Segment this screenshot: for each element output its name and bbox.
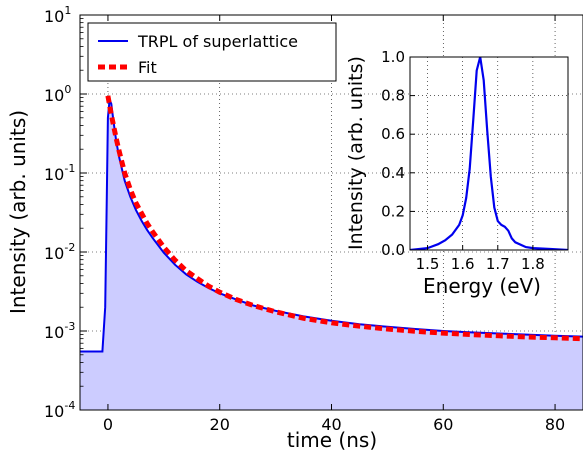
fit-series-line xyxy=(105,95,583,342)
legend-box xyxy=(87,22,337,82)
inset-x-tick-label: 1.7 xyxy=(486,255,510,273)
main-x-axis-label: time (ns) xyxy=(287,428,377,452)
legend-fit-label: Fit xyxy=(138,58,157,77)
inset-x-axis: 1.5 1.6 1.7 1.8 xyxy=(416,245,545,273)
legend: TRPL of superlattice Fit xyxy=(87,22,337,82)
main-x-tick-label: 20 xyxy=(210,415,230,434)
inset-x-tick-label: 1.8 xyxy=(521,255,545,273)
main-y-tick-label: 10-4 xyxy=(44,399,75,421)
main-x-tick-label: 0 xyxy=(103,415,113,434)
main-x-tick-label: 80 xyxy=(545,415,565,434)
trpl-series-line xyxy=(80,99,583,353)
legend-trpl-label: TRPL of superlattice xyxy=(137,32,298,51)
inset-plot: 1.5 1.6 1.7 1.8 0.0 0.2 0.4 0.6 0.8 1.0 Energy (… xyxy=(345,48,569,298)
inset-y-axis: 0.0 0.2 0.4 0.6 0.8 1.0 xyxy=(381,48,415,259)
main-y-axis-label: Intensity (arb. units) xyxy=(6,110,30,314)
inset-spectrum-line xyxy=(410,57,568,250)
inset-x-axis-label: Energy (eV) xyxy=(423,274,541,298)
main-x-tick-label: 40 xyxy=(321,415,341,434)
main-y-tick-label: 10-2 xyxy=(44,241,75,263)
inset-y-axis-label: Intensity (arb. units) xyxy=(345,56,367,250)
main-y-tick-label: 100 xyxy=(44,83,71,105)
inset-x-tick-label: 1.5 xyxy=(416,255,440,273)
main-y-tick-label: 101 xyxy=(44,4,71,26)
inset-y-tick-label: 0.2 xyxy=(381,202,405,220)
inset-x-tick-label: 1.6 xyxy=(451,255,475,273)
inset-y-tick-label: 0.4 xyxy=(381,164,405,182)
main-x-axis: 0 20 40 60 80 xyxy=(103,15,565,434)
inset-y-tick-label: 0.8 xyxy=(381,87,405,105)
main-y-tick-label: 10-3 xyxy=(44,320,75,342)
main-y-axis: 10-4 10-3 10-2 10-1 100 101 xyxy=(44,4,87,421)
inset-y-tick-label: 0.0 xyxy=(381,241,405,259)
inset-y-tick-label: 0.6 xyxy=(381,125,405,143)
inset-frame xyxy=(409,56,569,251)
main-y-tick-label: 10-1 xyxy=(44,162,75,184)
main-x-tick-label: 60 xyxy=(433,415,453,434)
inset-y-tick-label: 1.0 xyxy=(381,48,405,66)
